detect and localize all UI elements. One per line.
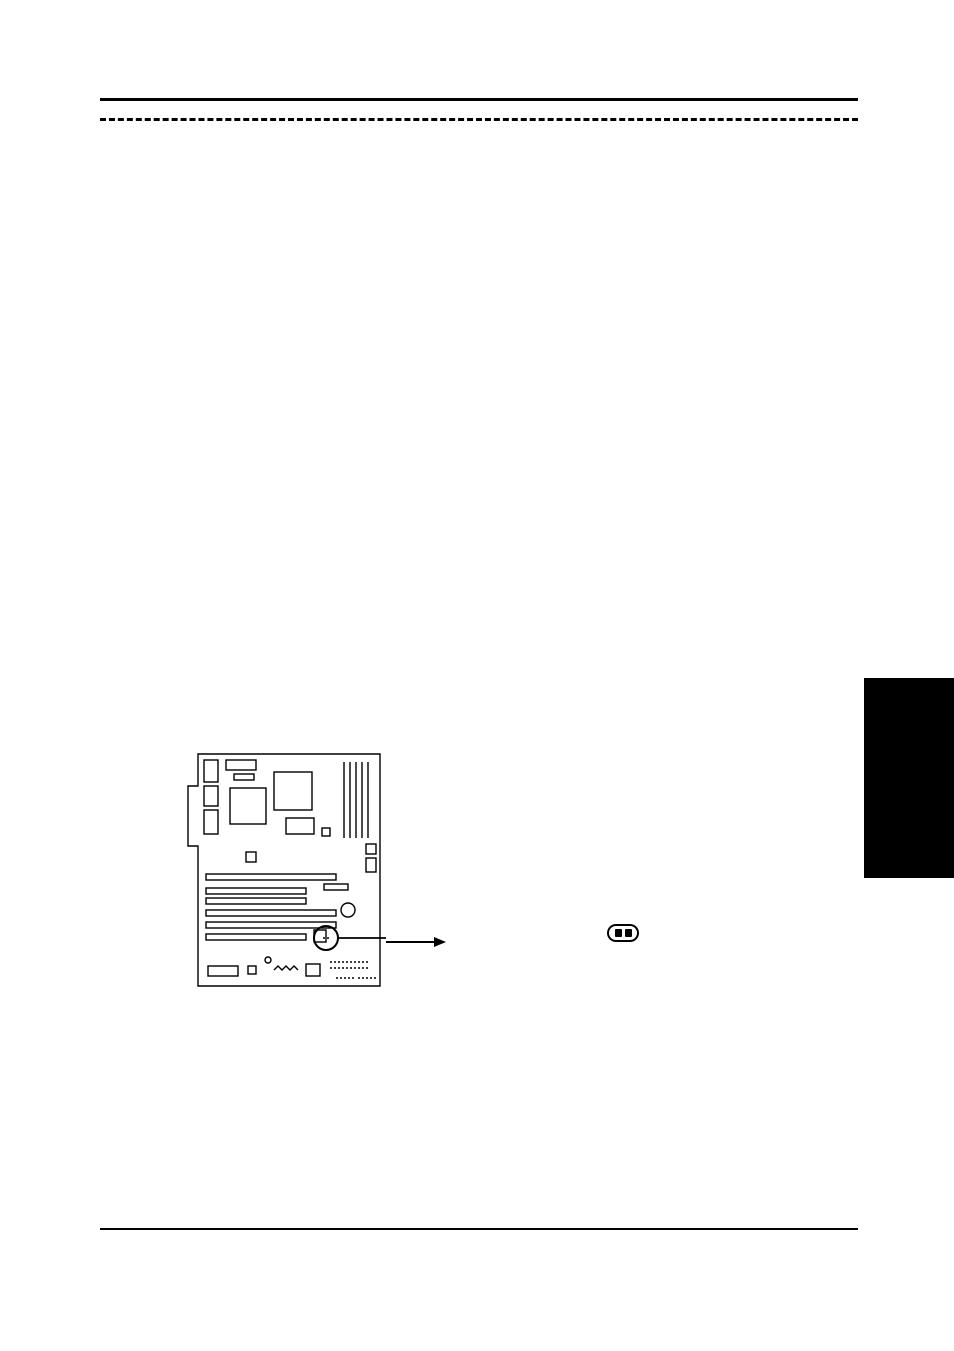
rule-top-dashed [100, 118, 858, 121]
rule-bottom [100, 1228, 858, 1230]
page-root [0, 0, 954, 1351]
jumper-pin [615, 929, 622, 937]
jumper-pin [625, 929, 632, 937]
side-tab [864, 678, 954, 878]
rule-top-thick [100, 98, 858, 101]
motherboard-diagram [174, 748, 386, 992]
jumper-icon [607, 924, 639, 942]
callout-arrow [386, 935, 446, 949]
